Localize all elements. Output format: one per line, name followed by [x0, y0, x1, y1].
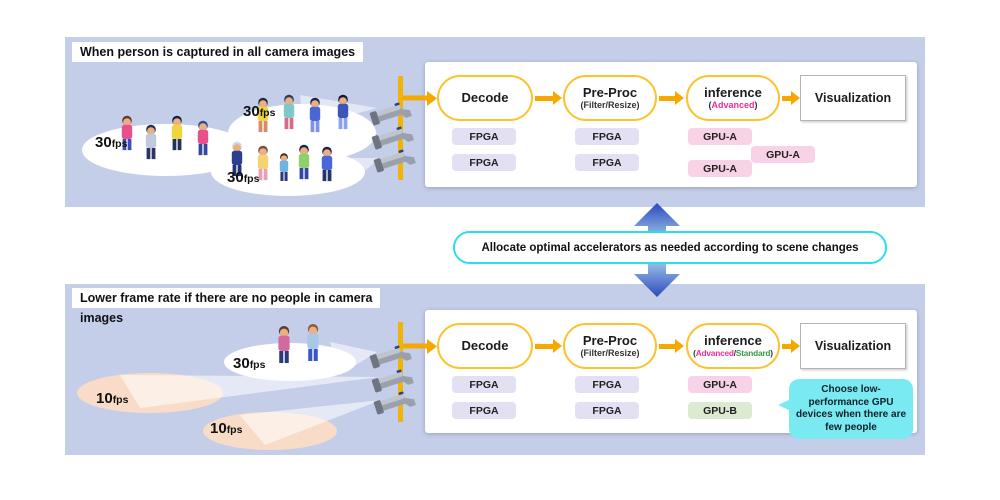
- gpu-callout-bubble: Choose low-performance GPU devices when …: [778, 379, 913, 439]
- accelerator-chip-gpu-b: GPU-B: [688, 402, 752, 419]
- stage-preproc-label: Pre-Proc: [582, 332, 638, 348]
- scene-change-banner: Allocate optimal accelerators as needed …: [453, 231, 887, 264]
- accelerator-chip-fpga: FPGA: [452, 154, 516, 171]
- accelerator-chip-fpga: FPGA: [575, 128, 639, 145]
- stage-inference: inference (Advanced/Standard): [686, 323, 780, 369]
- accelerator-chip-gpu-a: GPU-A: [688, 160, 752, 177]
- top-panel-title-text: When person is captured in all camera im…: [72, 42, 364, 62]
- flow-arrow: [659, 338, 684, 353]
- stage-inference-label: inference: [704, 84, 762, 100]
- flow-arrow: [782, 90, 800, 105]
- stage-preproc: Pre-Proc (Filter/Resize): [563, 75, 657, 121]
- stage-inference-label: inference: [704, 332, 762, 348]
- stage-preproc-sub: (Filter/Resize): [580, 99, 640, 110]
- stage-inference: inference (Advanced): [686, 75, 780, 121]
- stage-decode: Decode: [437, 323, 533, 369]
- accelerator-chip-fpga: FPGA: [575, 154, 639, 171]
- stage-inference-sub: (Advanced): [708, 99, 758, 110]
- accelerator-chip-fpga: FPGA: [575, 402, 639, 419]
- flow-arrow: [535, 90, 562, 105]
- flow-arrow: [659, 90, 684, 105]
- accelerator-chip-fpga: FPGA: [452, 376, 516, 393]
- stage-decode: Decode: [437, 75, 533, 121]
- fps-label: 30fps: [243, 103, 276, 120]
- bottom-panel-title: Lower frame rate if there are no people …: [72, 288, 432, 328]
- accelerator-chip-fpga: FPGA: [575, 376, 639, 393]
- stage-preproc-label: Pre-Proc: [582, 84, 638, 100]
- fps-label: 30fps: [227, 169, 260, 186]
- bottom-panel-title-line2: images: [80, 311, 124, 325]
- gpu-callout-text: Choose low-performance GPU devices when …: [795, 384, 907, 433]
- stage-decode-label: Decode: [461, 90, 509, 105]
- fps-label: 30fps: [95, 134, 128, 151]
- stage-visualization: Visualization: [800, 323, 906, 369]
- accelerator-chip-gpu-a: GPU-A: [688, 128, 752, 145]
- top-pipeline-card: Decode Pre-Proc (Filter/Resize) inferenc…: [425, 62, 917, 187]
- flow-arrow: [782, 338, 800, 353]
- fps-label: 10fps: [210, 420, 243, 437]
- stage-preproc-sub: (Filter/Resize): [580, 347, 640, 358]
- scene-change-banner-text: Allocate optimal accelerators as needed …: [481, 241, 859, 254]
- flow-arrow: [535, 338, 562, 353]
- stage-decode-label: Decode: [461, 338, 509, 353]
- accelerator-chip-fpga: FPGA: [452, 402, 516, 419]
- stage-visualization: Visualization: [800, 75, 906, 121]
- accelerator-chip-fpga: FPGA: [452, 128, 516, 145]
- accelerator-chip-gpu-a: GPU-A: [751, 146, 815, 163]
- accelerator-chip-gpu-a: GPU-A: [688, 376, 752, 393]
- fps-label: 30fps: [233, 355, 266, 372]
- fps-label: 10fps: [96, 390, 129, 407]
- bottom-panel-title-line1: Lower frame rate if there are no people …: [72, 288, 381, 308]
- stage-preproc: Pre-Proc (Filter/Resize): [563, 323, 657, 369]
- stage-inference-sub: (Advanced/Standard): [693, 347, 773, 358]
- top-panel-title: When person is captured in all camera im…: [72, 42, 364, 62]
